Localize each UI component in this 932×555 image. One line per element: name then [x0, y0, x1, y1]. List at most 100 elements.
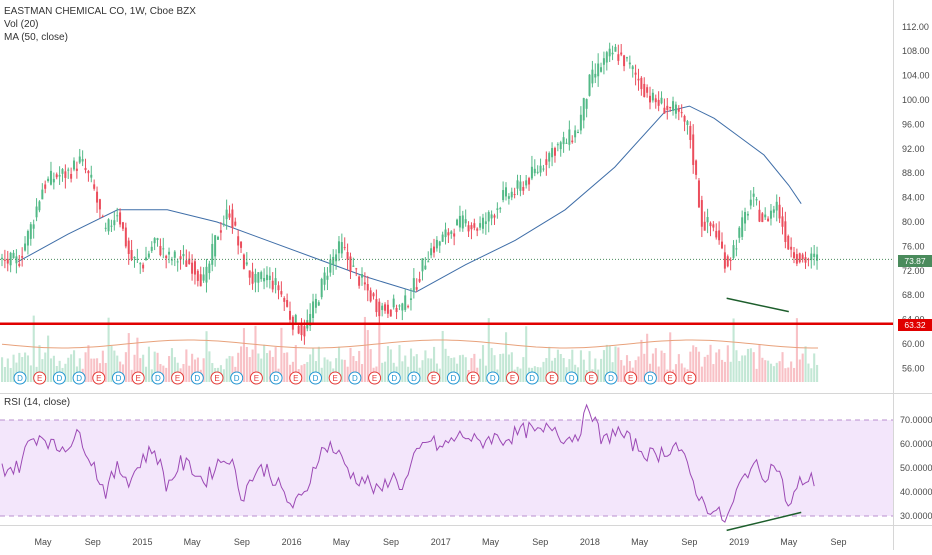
candle-body: [579, 114, 582, 131]
candle-body: [165, 255, 168, 259]
candle-body: [156, 238, 159, 241]
volume-bar: [407, 366, 410, 382]
candle-body: [101, 216, 104, 218]
volume-bar: [795, 318, 798, 382]
candle-body: [479, 223, 482, 228]
volume-bar: [433, 346, 436, 382]
volume-bar: [689, 351, 692, 382]
volume-bar: [398, 344, 401, 382]
earnings-marker-label: E: [510, 374, 515, 383]
volume-bar: [173, 357, 176, 382]
candle-body: [484, 221, 487, 225]
volume-bar: [404, 355, 407, 382]
volume-bar: [52, 355, 55, 382]
earnings-marker-label: D: [352, 374, 358, 383]
price-tick-label: 92.00: [902, 144, 925, 154]
volume-bar: [12, 354, 15, 382]
price-tick-label: 88.00: [902, 168, 925, 178]
candle-body: [409, 298, 412, 300]
candle-body: [493, 215, 496, 218]
earnings-marker-label: D: [608, 374, 614, 383]
volume-bar: [787, 367, 790, 382]
candle-body: [21, 256, 24, 258]
volume-bar: [113, 350, 116, 382]
volume-bar: [640, 339, 643, 382]
candle-body: [346, 252, 349, 260]
candle-body: [643, 83, 646, 97]
volume-bar: [579, 350, 582, 382]
candle-body: [470, 225, 473, 230]
volume-bar: [441, 330, 444, 382]
candle-body: [349, 256, 352, 272]
volume-bar: [617, 347, 620, 382]
candle-body: [528, 178, 531, 185]
volume-bar: [424, 350, 427, 382]
volume-bar: [487, 318, 490, 382]
volume-bar: [352, 356, 355, 382]
candle-body: [225, 209, 228, 220]
candle-body: [677, 108, 680, 112]
volume-bar: [703, 356, 706, 382]
volume-bar: [600, 358, 603, 382]
candle-body: [441, 234, 444, 242]
volume-bar: [510, 352, 513, 382]
candle-body: [530, 166, 533, 179]
volume-bar: [663, 352, 666, 382]
volume-bar: [245, 346, 248, 382]
earnings-marker-label: E: [470, 374, 475, 383]
volume-bar: [271, 356, 274, 382]
volume-bar: [594, 358, 597, 382]
volume-bar: [6, 358, 9, 382]
volume-bar: [582, 359, 585, 382]
volume-bar: [26, 355, 30, 382]
volume-bar: [577, 367, 580, 382]
volume-bar: [110, 345, 113, 382]
volume-bar: [634, 360, 637, 382]
volume-bar: [225, 358, 228, 382]
earnings-marker: [269, 371, 283, 385]
candle-body: [585, 99, 588, 109]
volume-bar: [735, 350, 738, 382]
candle-body: [591, 69, 594, 84]
volume-bar: [18, 352, 21, 382]
candle-body: [67, 169, 70, 171]
volume-bar: [568, 359, 571, 382]
volume-bar: [646, 333, 649, 382]
candle-body: [433, 246, 435, 253]
time-tick-label: May: [780, 537, 798, 547]
earnings-marker: [525, 371, 539, 385]
volume-bar: [605, 344, 608, 382]
volume-bar: [697, 351, 701, 382]
candle-body: [159, 245, 162, 256]
earnings-marker-label: E: [293, 374, 298, 383]
candle-body: [657, 99, 660, 106]
volume-bar: [193, 359, 197, 382]
candle-body: [240, 241, 243, 248]
volume-bar: [695, 347, 698, 382]
candle-body: [366, 284, 369, 291]
volume-bar: [147, 346, 150, 382]
candle-body: [188, 258, 191, 264]
earnings-marker: [171, 371, 185, 385]
volume-bar: [133, 354, 136, 382]
candle-body: [415, 287, 418, 290]
candle-body: [242, 254, 245, 269]
rsi-tick-label: 40.0000: [900, 487, 932, 497]
candle-body: [709, 222, 712, 227]
candle-body: [672, 101, 675, 111]
volume-bar: [559, 354, 562, 382]
volume-bar: [67, 357, 70, 382]
volume-bar: [536, 367, 539, 382]
earnings-marker: [13, 371, 27, 385]
volume-bar: [329, 361, 332, 382]
earnings-marker: [230, 371, 244, 385]
candle-body: [329, 259, 332, 273]
volume-bar: [240, 346, 243, 382]
candle-body: [640, 77, 643, 90]
candle-body: [395, 307, 398, 313]
candle-body: [121, 222, 124, 229]
volume-bar: [251, 349, 254, 382]
price-tick-label: 76.00: [902, 241, 925, 251]
volume-bar: [729, 361, 732, 382]
candle-body: [401, 303, 404, 311]
